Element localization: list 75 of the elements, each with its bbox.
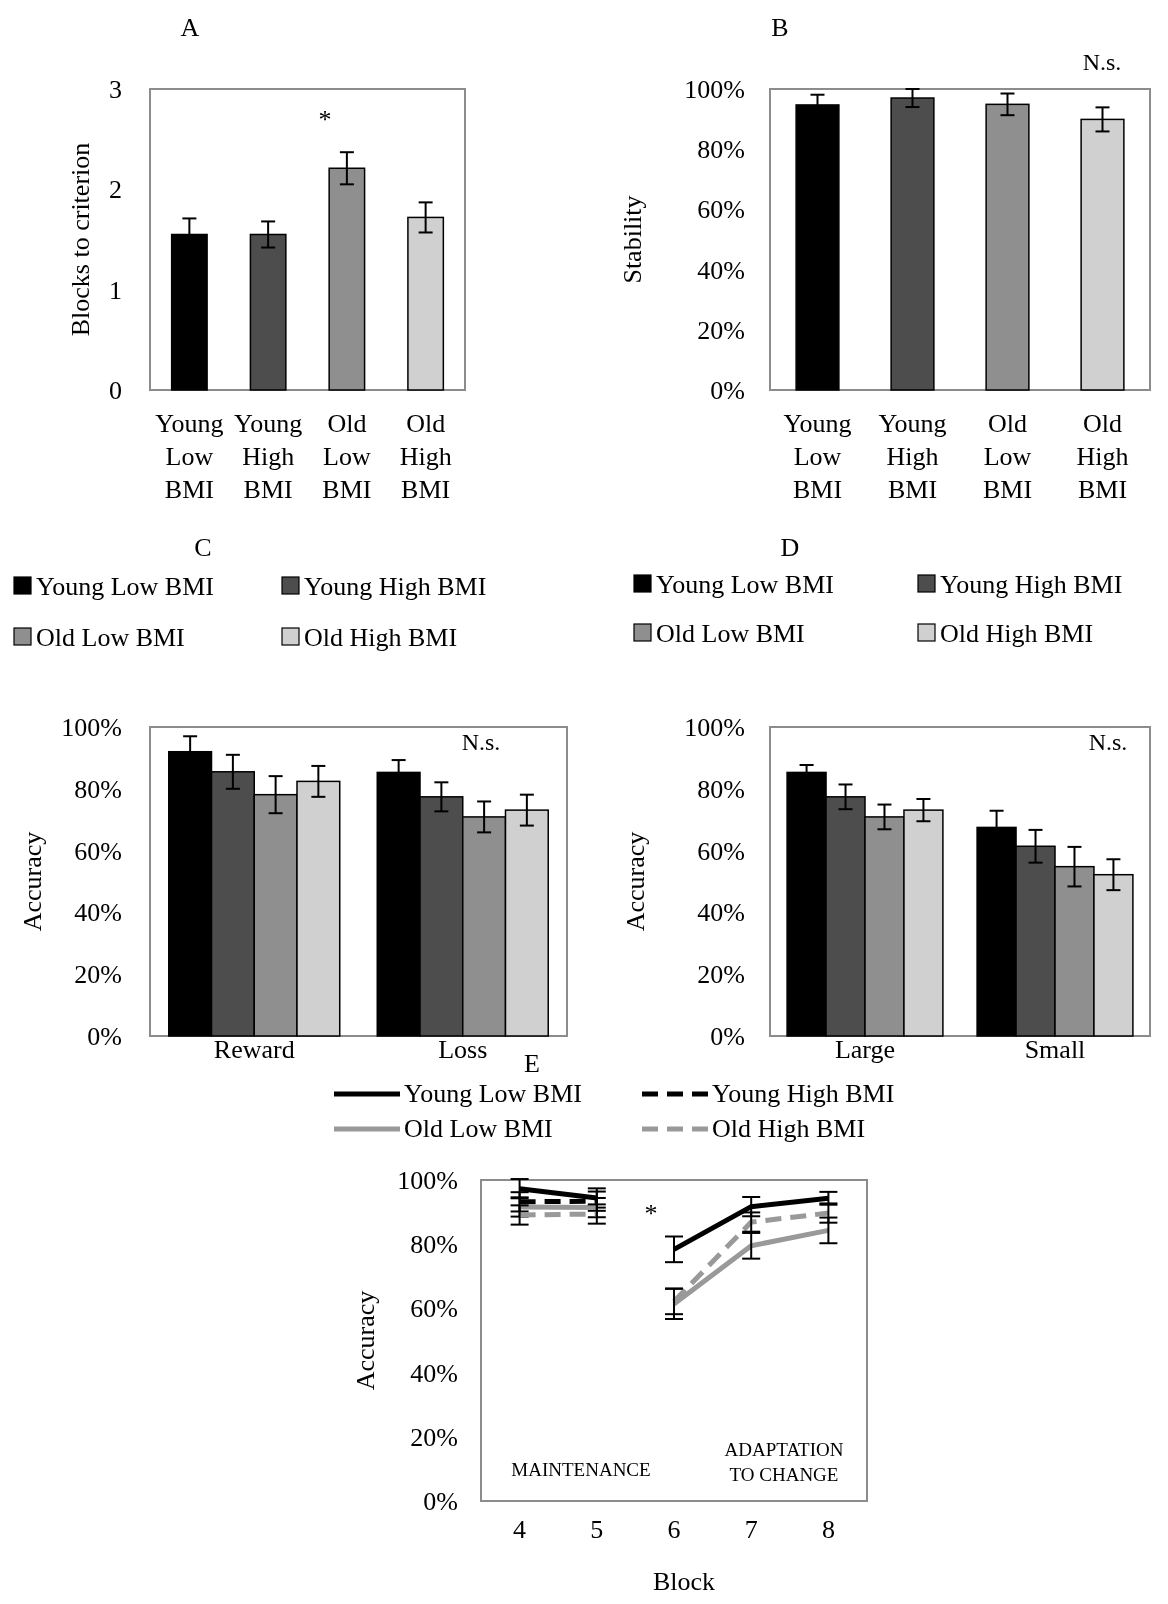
y-tick-label: 20%: [697, 315, 745, 345]
chart-title: E: [524, 1049, 540, 1078]
y-tick-label: 100%: [61, 713, 122, 742]
text: N.s.: [1082, 49, 1122, 75]
legend-label: Young High BMI: [304, 572, 487, 601]
y-tick-label: 80%: [697, 774, 745, 804]
annotation: *: [318, 105, 332, 134]
y-tick-label: 3: [109, 75, 122, 104]
x-tick-label: Old High BMI: [1076, 409, 1129, 504]
y-tick-label: 60%: [410, 1294, 458, 1324]
x-tick-label: 7: [744, 1515, 758, 1544]
y-axis-title: Accuracy: [621, 831, 650, 932]
y-tick-label: 0%: [423, 1487, 458, 1516]
y-axis-title: Blocks to criterion: [66, 142, 95, 337]
x-tick-label: Reward: [213, 1035, 295, 1064]
legend-label: Old Low BMI: [656, 619, 805, 648]
y-tick-label: 0%: [87, 1022, 122, 1051]
chart-title: D: [780, 533, 800, 562]
legend-label: Young High BMI: [940, 570, 1123, 599]
x-tick-label: 4: [513, 1515, 527, 1544]
x-tick-label: Loss: [438, 1035, 488, 1064]
y-tick-label: 0: [109, 376, 122, 405]
y-axis-title: Accuracy: [351, 1290, 380, 1391]
legend-label: Young Low BMI: [404, 1079, 582, 1108]
y-tick-label: 100%: [684, 75, 745, 104]
chart-title: B: [771, 13, 789, 42]
y-axis-title: Stability: [618, 195, 647, 284]
y-tick-label: 80%: [697, 135, 745, 165]
y-tick-label: 40%: [410, 1358, 458, 1388]
annotation: *: [644, 1199, 658, 1228]
y-tick-label: 60%: [74, 836, 122, 866]
x-tick-label: Old High BMI: [399, 409, 452, 504]
y-tick-label: 40%: [74, 898, 122, 928]
chart-title: C: [194, 533, 212, 562]
legend-label: Old Low BMI: [404, 1114, 553, 1143]
y-tick-label: 40%: [697, 898, 745, 928]
x-tick-label: Old Low BMI: [322, 409, 372, 504]
x-tick-label: Large: [834, 1035, 896, 1064]
x-tick-label: 6: [667, 1515, 681, 1544]
x-tick-label: 5: [590, 1515, 604, 1544]
legend-label: Young Low BMI: [36, 572, 214, 601]
annotation: MAINTENANCE: [511, 1459, 651, 1480]
x-tick-label: Old Low BMI: [982, 409, 1033, 504]
annotation: N.s.: [1088, 729, 1128, 755]
y-axis-title: Accuracy: [18, 831, 47, 932]
legend-label: Young High BMI: [712, 1079, 895, 1108]
y-tick-label: 20%: [74, 960, 122, 990]
x-tick-label: Small: [1024, 1035, 1086, 1064]
y-tick-label: 40%: [697, 255, 745, 285]
annotation: ADAPTATION TO CHANGE: [724, 1439, 844, 1485]
x-axis-title: Block: [652, 1567, 716, 1596]
x-tick-label: Young Low BMI: [155, 409, 224, 504]
y-tick-label: 60%: [697, 195, 745, 225]
y-tick-label: 2: [109, 175, 122, 205]
y-tick-label: 20%: [697, 960, 745, 990]
legend-label: Young Low BMI: [656, 570, 834, 599]
chart-title: A: [180, 13, 200, 42]
y-tick-label: 100%: [684, 713, 745, 742]
y-tick-label: 0%: [710, 1022, 745, 1051]
annotation: N.s.: [461, 729, 501, 755]
x-tick-label: 8: [821, 1515, 835, 1544]
x-tick-label: Young High BMI: [878, 409, 947, 504]
legend-label: Old High BMI: [940, 619, 1094, 648]
x-tick-label: Young Low BMI: [783, 409, 852, 504]
x-tick-label: Young High BMI: [234, 409, 303, 504]
legend-label: Old High BMI: [304, 623, 458, 652]
y-tick-label: 100%: [397, 1166, 458, 1195]
y-tick-label: 80%: [410, 1230, 458, 1260]
y-tick-label: 60%: [697, 836, 745, 866]
y-tick-label: 20%: [410, 1422, 458, 1452]
legend-label: Old Low BMI: [36, 623, 185, 652]
y-tick-label: 0%: [710, 376, 745, 405]
legend-label: Old High BMI: [712, 1114, 866, 1143]
y-tick-label: 80%: [74, 774, 122, 804]
y-tick-label: 1: [109, 275, 122, 305]
